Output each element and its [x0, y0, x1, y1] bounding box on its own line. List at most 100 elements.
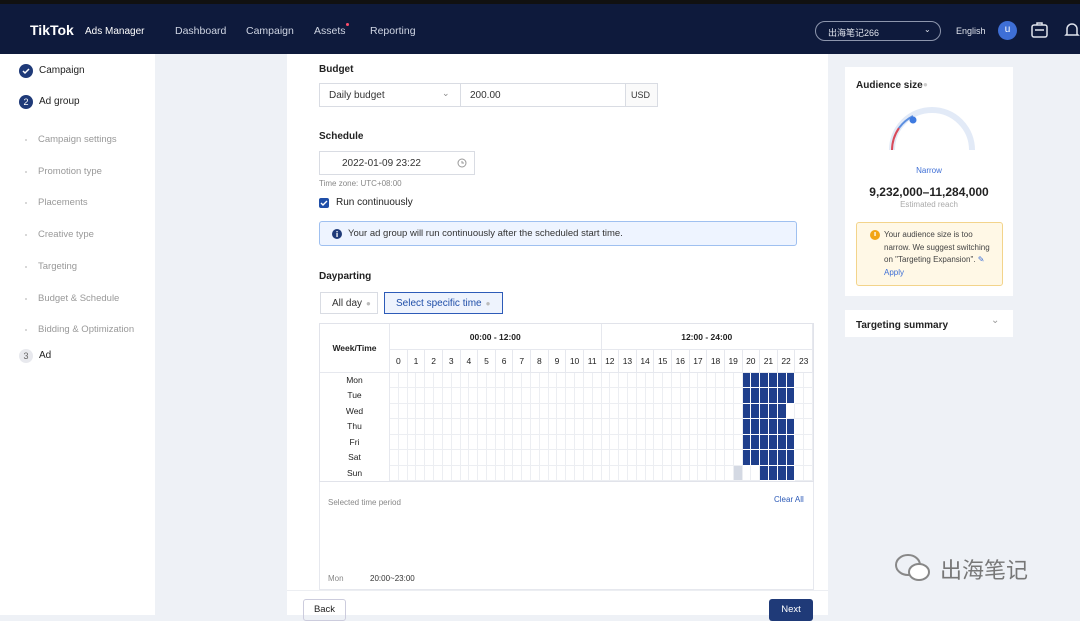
- time-cell[interactable]: [575, 419, 584, 434]
- time-cell[interactable]: [443, 450, 452, 465]
- time-cell[interactable]: [593, 388, 602, 403]
- time-cell[interactable]: [769, 388, 778, 403]
- time-cell[interactable]: [654, 435, 663, 450]
- substep-label[interactable]: Bidding & Optimization: [38, 324, 134, 335]
- time-cell[interactable]: [663, 373, 672, 388]
- time-cell[interactable]: [610, 466, 619, 481]
- time-cell[interactable]: [778, 388, 787, 403]
- time-cell[interactable]: [434, 450, 443, 465]
- time-cell[interactable]: [628, 388, 637, 403]
- time-cell[interactable]: [575, 466, 584, 481]
- time-cell[interactable]: [540, 373, 549, 388]
- time-cell[interactable]: [698, 435, 707, 450]
- time-cell[interactable]: [575, 435, 584, 450]
- time-cell[interactable]: [698, 450, 707, 465]
- time-cell[interactable]: [425, 388, 434, 403]
- time-cell[interactable]: [646, 435, 655, 450]
- time-cell[interactable]: [443, 466, 452, 481]
- time-cell[interactable]: [478, 404, 487, 419]
- time-cell[interactable]: [637, 450, 646, 465]
- time-cell[interactable]: [698, 404, 707, 419]
- substep-label[interactable]: Targeting: [38, 261, 77, 272]
- time-cell[interactable]: [566, 404, 575, 419]
- time-cell[interactable]: [434, 404, 443, 419]
- time-cell[interactable]: [751, 435, 760, 450]
- time-cell[interactable]: [681, 435, 690, 450]
- time-cell[interactable]: [698, 419, 707, 434]
- time-cell[interactable]: [522, 466, 531, 481]
- time-cell[interactable]: [628, 373, 637, 388]
- time-cell[interactable]: [461, 450, 470, 465]
- briefcase-icon[interactable]: [1030, 20, 1050, 40]
- targeting-card[interactable]: Targeting summary ⌄: [845, 310, 1013, 337]
- time-cell[interactable]: [734, 435, 743, 450]
- time-cell[interactable]: [610, 450, 619, 465]
- time-cell[interactable]: [795, 419, 804, 434]
- time-cell[interactable]: [549, 466, 558, 481]
- time-cell[interactable]: [769, 404, 778, 419]
- time-cell[interactable]: [513, 450, 522, 465]
- time-cell[interactable]: [566, 450, 575, 465]
- time-cell[interactable]: [593, 419, 602, 434]
- time-cell[interactable]: [681, 419, 690, 434]
- time-cell[interactable]: [795, 466, 804, 481]
- time-cell[interactable]: [663, 419, 672, 434]
- time-cell[interactable]: [637, 404, 646, 419]
- apply-label[interactable]: Apply: [884, 268, 904, 277]
- substep-label[interactable]: Promotion type: [38, 166, 102, 177]
- time-cell[interactable]: [698, 373, 707, 388]
- time-cell[interactable]: [408, 450, 417, 465]
- time-cell[interactable]: [654, 419, 663, 434]
- time-cell[interactable]: [654, 373, 663, 388]
- time-cell[interactable]: [778, 450, 787, 465]
- time-cell[interactable]: [646, 419, 655, 434]
- time-cell[interactable]: [637, 419, 646, 434]
- time-cell[interactable]: [628, 435, 637, 450]
- time-cell[interactable]: [443, 419, 452, 434]
- substep-label[interactable]: Creative type: [38, 229, 94, 240]
- time-cell[interactable]: [628, 466, 637, 481]
- time-cell[interactable]: [399, 373, 408, 388]
- time-cell[interactable]: [619, 435, 628, 450]
- time-cell[interactable]: [778, 373, 787, 388]
- time-cell[interactable]: [637, 388, 646, 403]
- time-cell[interactable]: [663, 435, 672, 450]
- time-cell[interactable]: [769, 450, 778, 465]
- time-cell[interactable]: [707, 435, 716, 450]
- time-cell[interactable]: [461, 404, 470, 419]
- time-cell[interactable]: [672, 404, 681, 419]
- time-cell[interactable]: [408, 466, 417, 481]
- time-cell[interactable]: [602, 435, 611, 450]
- time-cell[interactable]: [663, 450, 672, 465]
- time-cell[interactable]: [716, 435, 725, 450]
- time-cell[interactable]: [461, 419, 470, 434]
- time-cell[interactable]: [654, 388, 663, 403]
- time-cell[interactable]: [469, 419, 478, 434]
- time-cell[interactable]: [496, 450, 505, 465]
- time-cell[interactable]: [690, 373, 699, 388]
- time-cell[interactable]: [390, 450, 399, 465]
- time-cell[interactable]: [443, 373, 452, 388]
- time-cell[interactable]: [672, 419, 681, 434]
- time-cell[interactable]: [443, 404, 452, 419]
- time-cell[interactable]: [804, 388, 813, 403]
- time-cell[interactable]: [593, 435, 602, 450]
- time-cell[interactable]: [416, 388, 425, 403]
- budget-input[interactable]: 200.00: [460, 83, 626, 107]
- time-cell[interactable]: [496, 388, 505, 403]
- time-cell[interactable]: [787, 450, 796, 465]
- time-cell[interactable]: [646, 466, 655, 481]
- time-cell[interactable]: [496, 466, 505, 481]
- time-cell[interactable]: [734, 419, 743, 434]
- time-cell[interactable]: [584, 373, 593, 388]
- nav-item[interactable]: Dashboard: [175, 25, 226, 37]
- time-cell[interactable]: [690, 435, 699, 450]
- time-cell[interactable]: [619, 388, 628, 403]
- time-cell[interactable]: [602, 404, 611, 419]
- time-cell[interactable]: [390, 466, 399, 481]
- time-cell[interactable]: [804, 419, 813, 434]
- back-button[interactable]: Back: [303, 599, 346, 621]
- time-cell[interactable]: [390, 435, 399, 450]
- time-cell[interactable]: [408, 373, 417, 388]
- time-cell[interactable]: [531, 450, 540, 465]
